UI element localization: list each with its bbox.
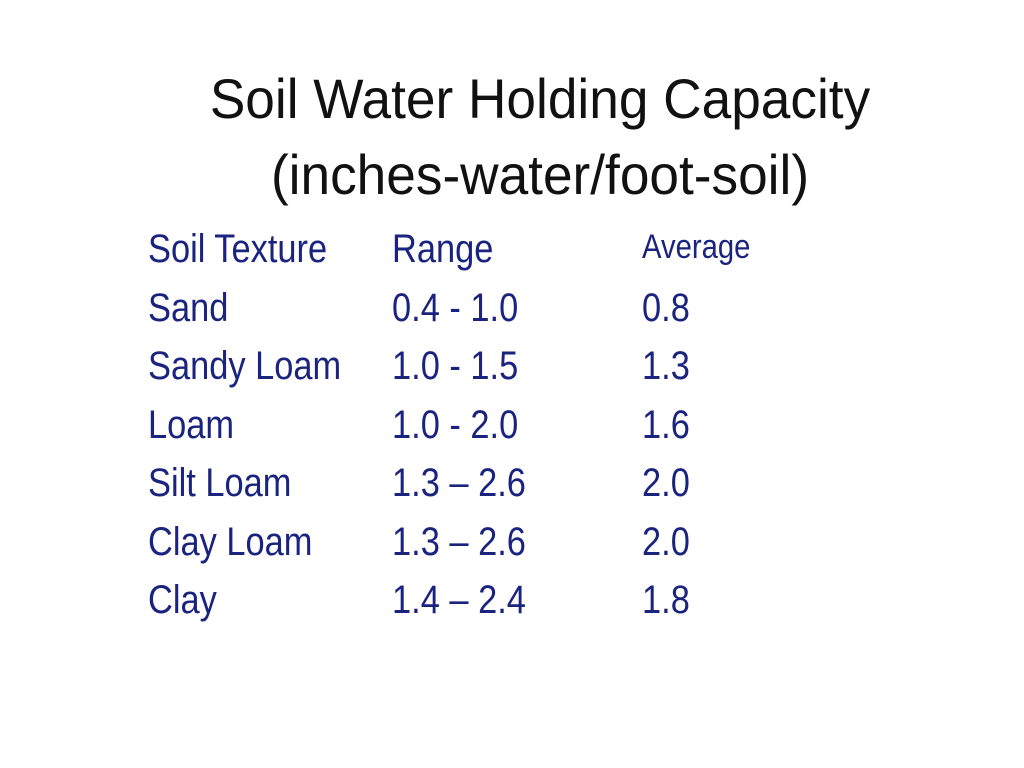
header-average: Average — [642, 228, 751, 266]
soil-texture-cell: Loam — [148, 402, 235, 447]
range-cell: 1.4 – 2.4 — [392, 578, 526, 622]
average-cell: 0.8 — [642, 285, 690, 330]
slide-title: Soil Water Holding Capacity — [209, 67, 871, 130]
table-row: Loam 1.0 - 2.0 1.6 — [148, 402, 848, 461]
soil-texture-cell: Silt Loam — [148, 461, 292, 505]
table-row: Sand 0.4 - 1.0 0.8 — [148, 285, 848, 344]
soil-capacity-table: Soil Texture Range Average Sand 0.4 - 1.… — [148, 226, 848, 636]
average-cell: 2.0 — [642, 461, 690, 505]
soil-texture-cell: Sand — [148, 285, 229, 330]
header-range: Range — [392, 227, 494, 271]
soil-texture-cell: Clay — [148, 578, 217, 622]
table-row: Silt Loam 1.3 – 2.6 2.0 — [148, 460, 848, 519]
header-soil-texture: Soil Texture — [148, 227, 328, 271]
range-cell: 1.0 - 1.5 — [392, 344, 519, 388]
slide-subtitle: (inches-water/foot-soil) — [270, 143, 810, 206]
average-cell: 1.3 — [642, 344, 690, 388]
table-row: Clay 1.4 – 2.4 1.8 — [148, 577, 848, 636]
average-cell: 1.8 — [642, 578, 690, 622]
table-row: Clay Loam 1.3 – 2.6 2.0 — [148, 519, 848, 578]
range-cell: 1.0 - 2.0 — [392, 402, 519, 447]
average-cell: 1.6 — [642, 402, 690, 447]
average-cell: 2.0 — [642, 519, 690, 564]
soil-texture-cell: Sandy Loam — [148, 344, 342, 388]
range-cell: 0.4 - 1.0 — [392, 285, 519, 330]
range-cell: 1.3 – 2.6 — [392, 461, 526, 505]
soil-texture-cell: Clay Loam — [148, 519, 313, 564]
range-cell: 1.3 – 2.6 — [392, 519, 526, 564]
table-header-row: Soil Texture Range Average — [148, 226, 848, 285]
table-row: Sandy Loam 1.0 - 1.5 1.3 — [148, 343, 848, 402]
